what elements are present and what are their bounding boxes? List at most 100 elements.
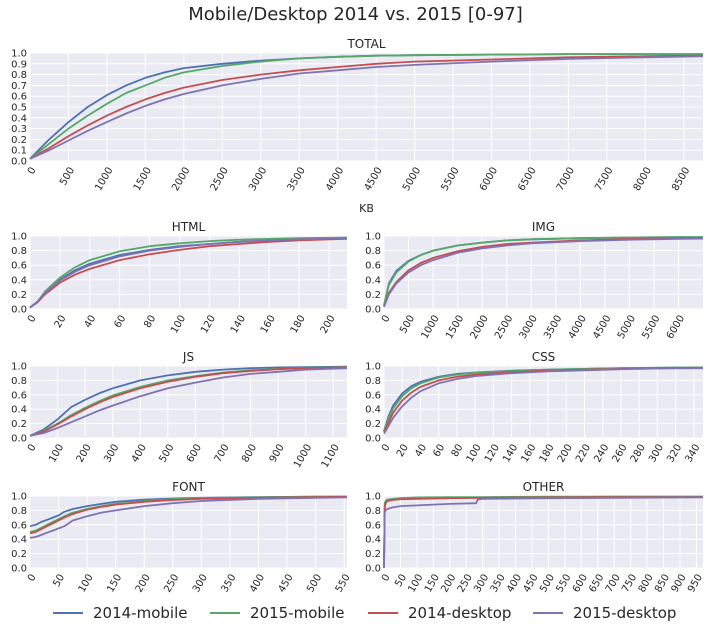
series-line-2015-desktop (383, 496, 704, 569)
y-tick-label: 0.6 (365, 390, 381, 401)
y-tick-label: 0.0 (11, 305, 27, 316)
y-tick-label: 0.0 (11, 157, 27, 168)
x-tick-label: 450 (522, 573, 541, 595)
chart-panel-html: 0.0 0.2 0.4 0.6 0.8 1.0 0 20 40 60 80 100 120 140 160 1… (11, 220, 348, 336)
x-tick-label: 350 (489, 573, 508, 595)
x-tick-label: 40 (83, 314, 99, 331)
legend-swatch (533, 612, 563, 614)
panel-title: TOTAL (346, 37, 385, 51)
y-tick-label: 0.7 (11, 81, 27, 92)
x-tick-label: 3500 (286, 166, 308, 194)
x-tick-label: 850 (653, 573, 672, 595)
x-tick-label: 0 (26, 573, 39, 584)
x-tick-label: 180 (538, 443, 557, 465)
chart-panel-font: 0.0 0.2 0.4 0.6 0.8 1.0 0 50 100 150 200 250 300 350 4… (11, 480, 353, 595)
x-tick-label: 220 (574, 443, 593, 465)
x-tick-label: 260 (611, 443, 630, 465)
x-tick-label: 100 (406, 573, 425, 595)
panel-title: FONT (172, 480, 205, 494)
x-tick-label: 60 (112, 314, 128, 331)
x-tick-label: 20 (53, 314, 69, 331)
y-tick-label: 1.0 (11, 232, 27, 243)
y-tick-label: 1.0 (365, 492, 381, 503)
y-tick-label: 0.6 (11, 520, 27, 531)
x-tick-label: 1000 (419, 314, 441, 342)
legend-swatch (368, 612, 398, 614)
y-tick-label: 0.6 (11, 261, 27, 272)
x-tick-label: 750 (620, 573, 639, 595)
x-tick-label: 8000 (632, 166, 654, 194)
x-tick-label: 400 (248, 573, 267, 595)
panel-title: OTHER (523, 480, 565, 494)
y-tick-label: 0.0 (365, 564, 381, 575)
series-line-2015-mobile (29, 53, 703, 160)
series-line-2015-desktop (29, 55, 704, 160)
x-tick-label: 80 (450, 443, 466, 460)
y-tick-label: 1.0 (11, 49, 27, 60)
x-tick-label: 600 (185, 443, 204, 465)
x-tick-label: 550 (554, 573, 573, 595)
chart-panel-total: 0.00.10.20.30.40.50.60.70.80.91.0 0 500 100… (11, 37, 704, 215)
x-tick-label: 500 (305, 573, 324, 595)
x-tick-label: 100 (465, 443, 484, 465)
y-tick-label: 0.1 (11, 146, 27, 157)
x-tick-label: 50 (51, 573, 67, 590)
y-tick-label: 0.8 (11, 506, 27, 517)
x-tick-label: 140 (229, 314, 248, 336)
y-tick-label: 0.2 (11, 135, 27, 146)
x-tick-label: 4000 (324, 166, 346, 194)
series-line-2015-desktop (29, 237, 348, 309)
x-tick-label: 950 (686, 573, 705, 595)
x-tick-label: 7500 (593, 166, 615, 194)
x-tick-label: 2000 (469, 314, 491, 342)
x-tick-label: 20 (395, 443, 411, 460)
x-tick-label: 5000 (401, 166, 423, 194)
y-tick-label: 0.2 (365, 290, 381, 301)
x-tick-label: 1500 (444, 314, 466, 342)
x-tick-label: 6000 (665, 314, 687, 342)
x-tick-label: 200 (134, 573, 153, 595)
x-tick-label: 300 (191, 573, 210, 595)
legend-swatch (210, 612, 240, 614)
y-tick-label: 1.0 (365, 232, 381, 243)
x-tick-label: 500 (538, 573, 557, 595)
series-line-2015-desktop (29, 367, 348, 437)
x-tick-label: 120 (199, 314, 218, 336)
y-tick-label: 0.4 (11, 275, 27, 286)
legend-item-2015-mobile: 2015-mobile (210, 603, 344, 623)
x-tick-label: 2500 (209, 166, 231, 194)
x-tick-label: 160 (519, 443, 538, 465)
y-tick-label: 0.6 (11, 92, 27, 103)
y-tick-label: 0.4 (11, 535, 27, 546)
x-tick-label: 400 (505, 573, 524, 595)
x-tick-label: 4500 (591, 314, 613, 342)
x-tick-label: 600 (571, 573, 590, 595)
y-tick-label: 0.4 (365, 405, 381, 416)
x-tick-label: 150 (423, 573, 442, 595)
y-tick-label: 0.6 (11, 390, 27, 401)
y-tick-label: 0.8 (365, 376, 381, 387)
x-tick-label: 1000 (292, 443, 314, 471)
x-tick-label: 100 (47, 443, 66, 465)
x-tick-label: 0 (380, 573, 393, 584)
y-tick-label: 0.8 (11, 70, 27, 81)
x-tick-label: 1500 (132, 166, 154, 194)
legend-label: 2014-mobile (93, 604, 188, 622)
x-tick-label: 350 (219, 573, 238, 595)
panel-title: JS (182, 350, 194, 364)
series-line-2014-desktop (29, 495, 348, 535)
x-tick-label: 340 (683, 443, 702, 465)
y-tick-label: 0.4 (365, 275, 381, 286)
x-tick-label: 1000 (93, 166, 115, 194)
x-tick-label: 0 (380, 443, 393, 454)
x-tick-label: 500 (157, 443, 176, 465)
x-tick-label: 0 (26, 166, 39, 177)
x-tick-label: 3500 (542, 314, 564, 342)
legend-label: 2015-desktop (573, 604, 677, 622)
x-tick-label: 4500 (363, 166, 385, 194)
x-tick-label: 60 (431, 443, 447, 460)
plot-area (384, 366, 703, 438)
x-tick-label: 450 (277, 573, 296, 595)
y-tick-label: 0.6 (365, 520, 381, 531)
